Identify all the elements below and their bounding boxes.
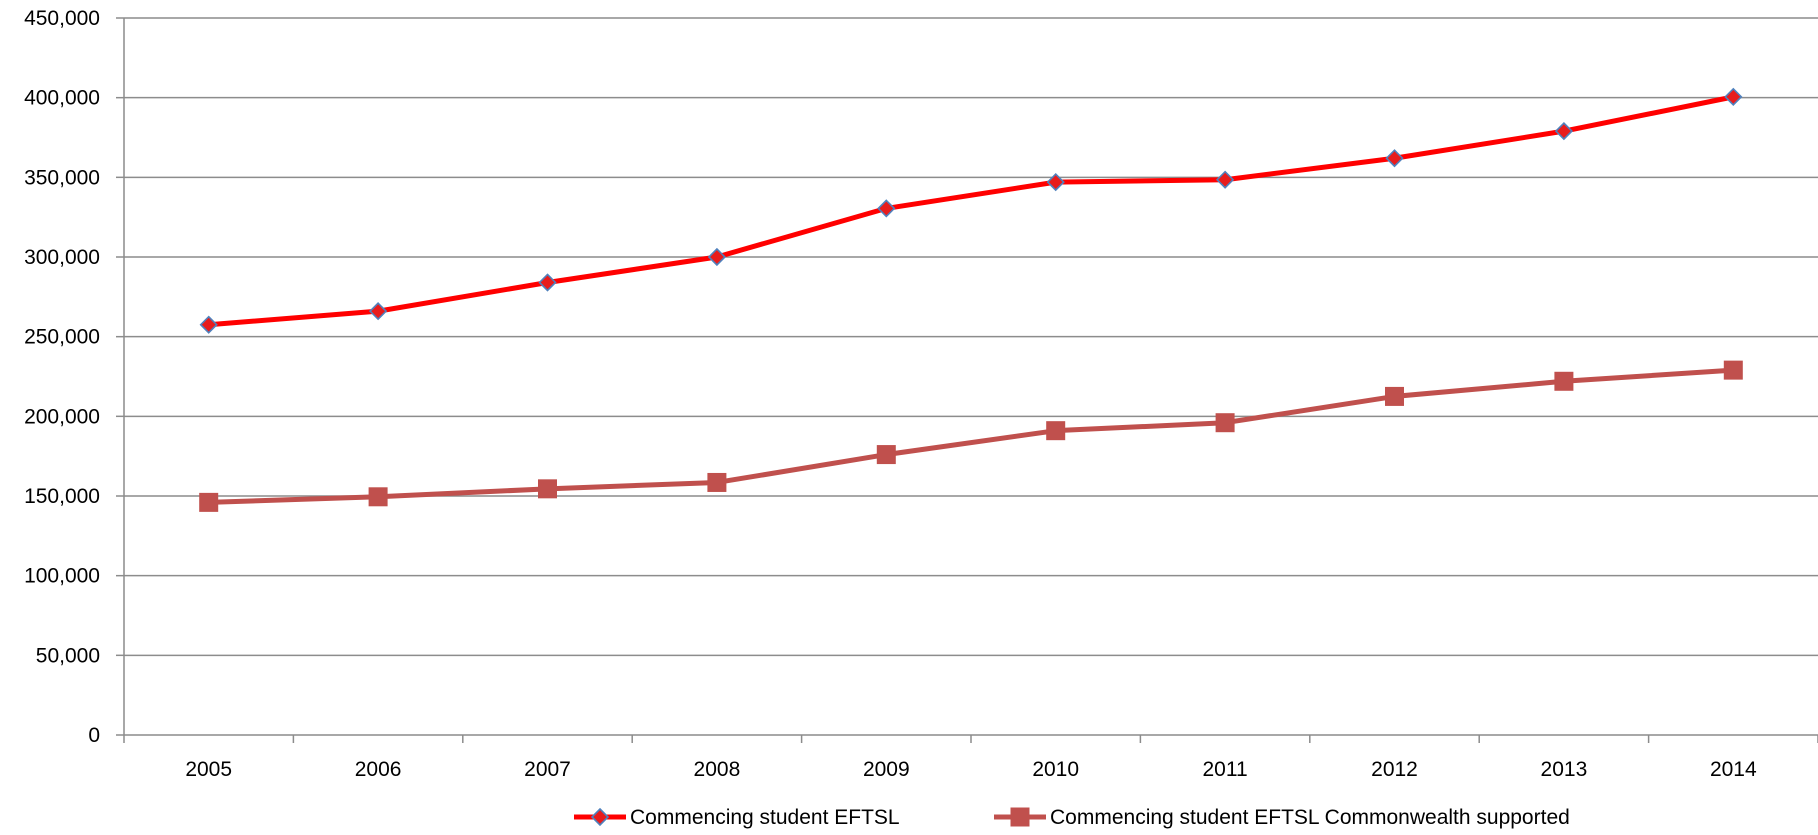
- gridlines: [124, 17, 1818, 657]
- x-tick-label: 2014: [1710, 758, 1757, 781]
- data-point-square: [876, 445, 896, 465]
- data-point-square: [538, 479, 557, 499]
- x-tick-label: 2007: [524, 758, 571, 781]
- data-point-diamond: [1046, 172, 1065, 192]
- legend-label: Commencing student EFTSL Commonwealth su…: [1050, 806, 1570, 829]
- data-point-diamond: [368, 302, 388, 321]
- y-tick-label: 0: [88, 724, 100, 747]
- x-tick-label: 2011: [1203, 758, 1248, 781]
- axes: [116, 17, 1818, 743]
- data-point-square: [368, 487, 388, 507]
- series-2: [199, 360, 1743, 512]
- data-point-diamond: [1554, 121, 1574, 141]
- data-point-square: [1723, 360, 1743, 380]
- y-tick-label: 200,000: [24, 405, 100, 428]
- x-tick-label: 2009: [863, 758, 910, 781]
- data-point-square: [1385, 386, 1404, 406]
- y-tick-label: 250,000: [24, 326, 100, 349]
- y-tick-label: 450,000: [24, 7, 100, 30]
- x-tick-label: 2012: [1371, 758, 1418, 781]
- legend-marker: [1010, 807, 1030, 827]
- legend-item: Commencing student EFTSL Commonwealth su…: [994, 806, 1570, 829]
- x-tick-label: 2013: [1541, 758, 1588, 781]
- data-point-square: [707, 472, 727, 492]
- data-point-square: [1046, 421, 1066, 441]
- data-point-diamond: [877, 199, 896, 218]
- x-tick-label: 2010: [1032, 758, 1079, 781]
- y-tick-label: 300,000: [24, 246, 100, 269]
- data-point-diamond: [538, 273, 557, 292]
- x-tick-label: 2008: [694, 758, 741, 781]
- y-axis-tick-labels: 0 50,000 100,000 150,000 200,000 250,000 300,0…: [24, 7, 100, 747]
- series-line: [206, 367, 1736, 505]
- data-point-diamond: [707, 247, 727, 267]
- data-point-square: [1554, 371, 1574, 391]
- data-point-diamond: [1724, 87, 1743, 107]
- data-point-diamond: [1215, 170, 1235, 189]
- data-point-square: [199, 492, 219, 512]
- y-tick-label: 50,000: [36, 644, 100, 667]
- legend-label: Commencing student EFTSL: [630, 806, 900, 829]
- x-tick-label: 2006: [355, 758, 402, 781]
- y-tick-label: 400,000: [24, 87, 100, 110]
- data-point-diamond: [199, 315, 218, 334]
- y-tick-label: 350,000: [24, 166, 100, 189]
- x-axis-tick-labels: 2005 2006 2007 2008 2009 2010 2011 2012 2013 2014: [185, 758, 1757, 781]
- x-tick-label: 2005: [185, 758, 232, 781]
- series-line: [206, 94, 1736, 328]
- legend: Commencing student EFTSL Commencing stude…: [574, 806, 1570, 829]
- series: [199, 87, 1743, 512]
- data-point-diamond: [1385, 149, 1404, 168]
- y-tick-label: 100,000: [24, 565, 100, 588]
- data-point-square: [1215, 413, 1235, 433]
- series-1: [199, 87, 1743, 334]
- legend-marker: [590, 807, 610, 827]
- legend-item: Commencing student EFTSL: [574, 806, 900, 829]
- y-tick-label: 150,000: [24, 485, 100, 508]
